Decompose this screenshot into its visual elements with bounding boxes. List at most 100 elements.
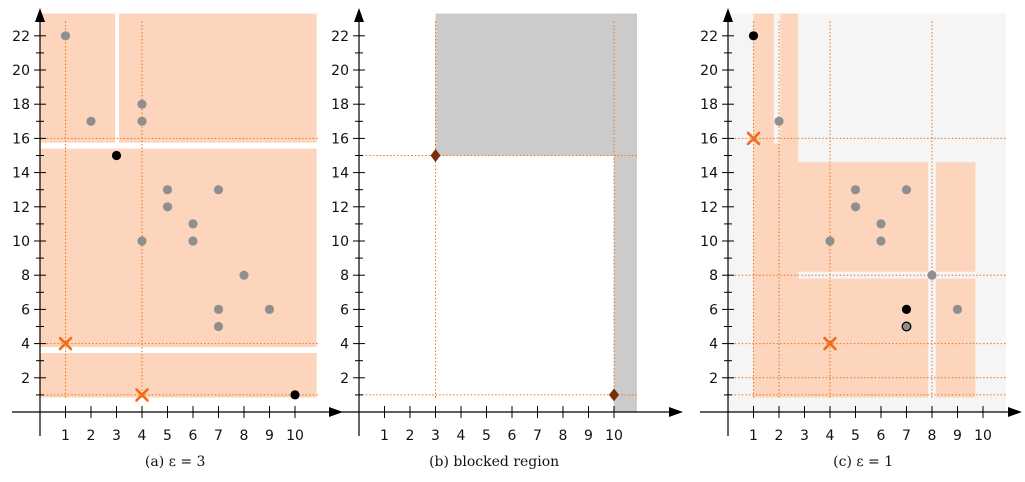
region-rect-1 [614, 13, 637, 412]
y-tick-label-20: 20 [331, 63, 349, 79]
y-tick-label-8: 8 [21, 268, 30, 284]
y-axis-arrow [354, 8, 364, 22]
x-tick-label-8: 8 [559, 428, 568, 444]
y-tick-label-14: 14 [331, 166, 349, 182]
x-tick-label-1: 1 [380, 428, 389, 444]
x-tick-label-2: 2 [406, 428, 415, 444]
data-point-gray-1 [86, 116, 96, 126]
data-point-black-1 [901, 304, 912, 314]
x-tick-label-5: 5 [163, 428, 172, 444]
x-tick-label-6: 6 [508, 428, 517, 444]
data-point-gray-0 [774, 116, 784, 126]
cross-marker-0 [58, 336, 73, 351]
y-tick-label-6: 6 [340, 302, 349, 318]
y-tick-label-20: 20 [700, 63, 718, 79]
y-tick-label-22: 22 [12, 29, 30, 45]
region-rect-6 [753, 278, 929, 398]
data-point-gray-7 [927, 270, 937, 280]
x-tick-label-1: 1 [749, 428, 758, 444]
y-tick-label-4: 4 [340, 337, 349, 353]
y-tick-label-12: 12 [331, 200, 349, 216]
region-rect-5 [935, 162, 976, 272]
data-point-gray-4 [876, 219, 886, 229]
data-point-gray-4 [137, 236, 147, 246]
y-tick-label-6: 6 [709, 302, 718, 318]
x-tick-label-9: 9 [584, 428, 593, 444]
x-tick-label-5: 5 [851, 428, 860, 444]
region-rect-4 [798, 162, 929, 272]
region-rect-0 [40, 353, 164, 398]
x-tick-label-2: 2 [775, 428, 784, 444]
data-point-gray-1 [825, 236, 835, 246]
data-point-ringed-0 [901, 321, 912, 332]
x-tick-label-2: 2 [87, 428, 96, 444]
y-tick-label-2: 2 [21, 371, 30, 387]
x-tick-label-3: 3 [112, 428, 121, 444]
x-tick-label-5: 5 [482, 428, 491, 444]
y-tick-label-22: 22 [700, 29, 718, 45]
y-tick-label-10: 10 [700, 234, 718, 250]
y-tick-label-12: 12 [12, 200, 30, 216]
region-rect-0 [435, 13, 637, 156]
panel-caption: (c) ε = 1 [833, 454, 893, 470]
y-axis-arrow [723, 8, 733, 22]
y-tick-label-4: 4 [709, 337, 718, 353]
data-point-gray-8 [952, 304, 963, 314]
data-point-gray-5 [876, 236, 886, 246]
x-tick-label-10: 10 [605, 428, 623, 444]
data-point-gray-11 [213, 304, 224, 314]
region-rect-4 [119, 13, 317, 143]
data-point-gray-12 [213, 321, 224, 332]
data-point-black-0 [748, 31, 759, 41]
data-point-gray-3 [850, 202, 861, 212]
data-point-gray-5 [162, 185, 173, 195]
y-tick-label-12: 12 [700, 200, 718, 216]
y-tick-label-10: 10 [331, 234, 349, 250]
y-tick-label-16: 16 [700, 131, 718, 147]
x-tick-label-4: 4 [138, 428, 147, 444]
data-point-black-1 [290, 390, 300, 400]
y-tick-label-14: 14 [12, 166, 30, 182]
panel-caption: (a) ε = 3 [145, 454, 206, 470]
y-tick-label-18: 18 [12, 97, 30, 113]
x-tick-label-8: 8 [240, 428, 249, 444]
x-axis-arrow [669, 407, 683, 417]
x-tick-label-1: 1 [61, 428, 70, 444]
data-point-gray-3 [137, 116, 147, 126]
data-point-gray-0 [60, 31, 71, 41]
x-axis-arrow [1008, 407, 1022, 417]
y-tick-label-18: 18 [700, 97, 718, 113]
y-tick-label-2: 2 [340, 371, 349, 387]
panel-caption: (b) blocked region [429, 454, 559, 470]
data-point-black-0 [111, 150, 122, 161]
cross-marker-1 [135, 388, 149, 402]
x-tick-label-10: 10 [286, 428, 304, 444]
data-point-gray-9 [213, 185, 224, 195]
region-rect-2 [40, 148, 317, 348]
y-tick-label-18: 18 [331, 97, 349, 113]
x-tick-label-10: 10 [974, 428, 992, 444]
y-tick-label-10: 10 [12, 234, 30, 250]
y-tick-label-16: 16 [12, 131, 30, 147]
y-tick-label-20: 20 [12, 63, 30, 79]
y-tick-label-4: 4 [21, 337, 30, 353]
x-tick-label-6: 6 [877, 428, 886, 444]
data-point-gray-6 [162, 202, 173, 212]
x-tick-label-9: 9 [953, 428, 962, 444]
x-tick-label-3: 3 [800, 428, 809, 444]
y-tick-label-8: 8 [340, 268, 349, 284]
y-tick-label-8: 8 [709, 268, 718, 284]
data-point-gray-10 [239, 270, 249, 280]
x-tick-label-7: 7 [214, 428, 223, 444]
y-tick-label-6: 6 [21, 302, 30, 318]
x-tick-label-9: 9 [265, 428, 274, 444]
x-tick-label-6: 6 [189, 428, 198, 444]
data-point-gray-2 [137, 99, 147, 109]
region-rect-3 [40, 13, 116, 143]
y-axis-arrow [35, 8, 45, 22]
x-tick-label-4: 4 [826, 428, 835, 444]
